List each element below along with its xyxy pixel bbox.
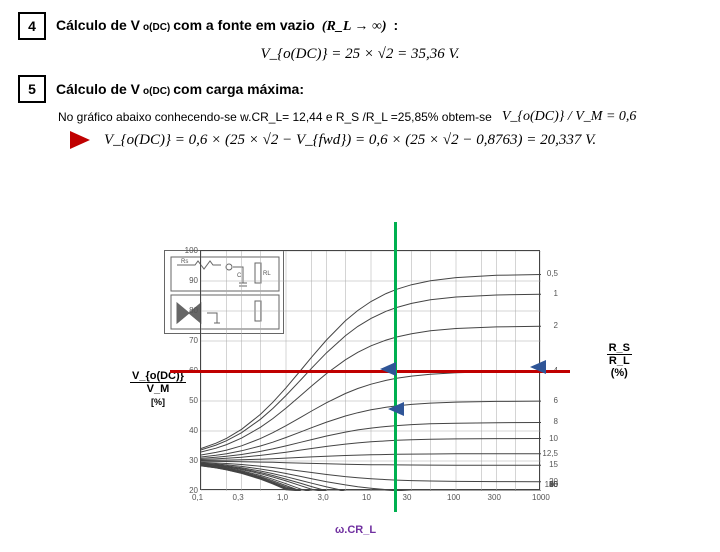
x-tick: 0,1 xyxy=(192,493,203,502)
rlabel-pct: (%) xyxy=(611,367,628,379)
right-tick: 100 xyxy=(545,480,558,489)
x-tick: 10 xyxy=(362,493,371,502)
y-tick: 30 xyxy=(182,456,198,465)
section-5-number: 5 xyxy=(18,75,46,103)
y-tick: 50 xyxy=(182,396,198,405)
y-tick: 80 xyxy=(182,306,198,315)
blue-arrow-1 xyxy=(380,362,396,376)
x-axis-label: ω.CR_L xyxy=(335,524,376,536)
right-tick: 1 xyxy=(554,289,558,298)
section-5-title: Cálculo de Vo(DC) com carga máxima: xyxy=(56,81,304,97)
ratio-expr: V_{o(DC)} / V_M = 0,6 xyxy=(502,109,637,125)
title5-pre: Cálculo de V xyxy=(56,81,140,97)
right-axis-label: R_S R_L (%) xyxy=(607,342,632,379)
section-4-title: Cálculo de Vo(DC) com a fonte em vazio (… xyxy=(56,17,398,35)
formula-section5: V_{o(DC)} = 0,6 × (25 × √2 − V_{fwd}) = … xyxy=(104,132,596,149)
y-tick: 100 xyxy=(182,246,198,255)
rlabel-top: R_S xyxy=(607,342,632,355)
ylabel-pct: [%] xyxy=(151,397,165,407)
title4-post: com a fonte em vazio xyxy=(173,17,315,33)
right-tick: 10 xyxy=(549,434,558,443)
blue-arrow-2 xyxy=(388,402,404,416)
ylabel-bot: V_M xyxy=(145,383,172,395)
y-tick: 40 xyxy=(182,426,198,435)
title5-post: com carga máxima: xyxy=(173,81,304,97)
rlabel-bot: R_L xyxy=(609,355,630,367)
x-tick: 1000 xyxy=(532,493,550,502)
blue-arrow-3 xyxy=(530,360,546,374)
right-tick: 0,5 xyxy=(547,269,558,278)
x-tick: 1,0 xyxy=(277,493,288,502)
right-tick: 8 xyxy=(554,417,558,426)
svg-text:Rs: Rs xyxy=(181,259,188,265)
x-tick: 0,3 xyxy=(233,493,244,502)
y-axis-label: V_{o(DC)} V_M [%] xyxy=(130,370,186,407)
formula-section4: V_{o(DC)} = 25 × √2 = 35,36 V. xyxy=(0,46,720,63)
right-tick: 12,5 xyxy=(542,449,558,458)
desc-text: No gráfico abaixo conhecendo-se w.CR_L= … xyxy=(58,110,492,124)
title4-colon: : xyxy=(394,17,399,33)
right-tick: 6 xyxy=(554,396,558,405)
x-tick: 100 xyxy=(447,493,460,502)
red-arrow-icon xyxy=(70,131,90,149)
title4-expr: (R_L → ∞) xyxy=(322,19,387,35)
section5-description: No gráfico abaixo conhecendo-se w.CR_L= … xyxy=(58,109,720,125)
y-tick: 70 xyxy=(182,336,198,345)
formula-row: V_{o(DC)} = 0,6 × (25 × √2 − V_{fwd}) = … xyxy=(70,131,720,149)
chart-region: V_{o(DC)} V_M [%] R_S R_L (%) Rs RL C xyxy=(140,242,600,532)
section-4-number: 4 xyxy=(18,12,46,40)
right-tick: 2 xyxy=(554,321,558,330)
x-tick: 3,0 xyxy=(318,493,329,502)
red-horizontal-line xyxy=(170,370,570,373)
section-4-header: 4 Cálculo de Vo(DC) com a fonte em vazio… xyxy=(18,12,720,40)
x-tick: 30 xyxy=(403,493,412,502)
y-tick: 90 xyxy=(182,276,198,285)
section-5-header: 5 Cálculo de Vo(DC) com carga máxima: xyxy=(18,75,720,103)
title4-sub: o(DC) xyxy=(143,22,170,33)
right-tick: 15 xyxy=(549,460,558,469)
title5-sub: o(DC) xyxy=(143,86,170,97)
title4-pre: Cálculo de V xyxy=(56,17,140,33)
x-tick: 300 xyxy=(488,493,501,502)
